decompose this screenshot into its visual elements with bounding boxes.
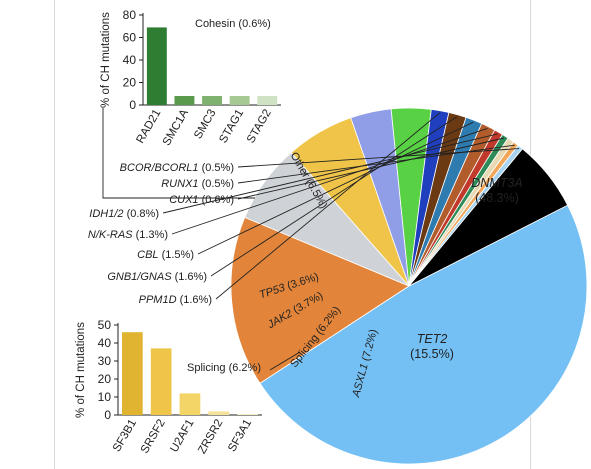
ext-label-gnb1-gnas: GNB1/GNAS (1.6%) <box>107 271 207 283</box>
cohesin-category-label: SMC3 <box>192 108 218 142</box>
ext-label-name: GNB1/GNAS <box>107 271 172 283</box>
pie-label-pct: (15.5%) <box>410 347 454 361</box>
pie-slice-tet2 <box>230 216 410 384</box>
ext-label-pct: (0.5%) <box>202 162 234 174</box>
leader-line-cux1 <box>237 137 505 200</box>
cohesin-y-axis-label: % of CH mutations <box>100 12 112 108</box>
cohesin-category-label: SMC1A <box>161 107 191 148</box>
splicing-y-tick-label: 30 <box>98 354 112 368</box>
pie-label-name: DNMT3A <box>471 176 522 190</box>
pie-external-labels: PPM1D (1.6%)GNB1/GNAS (1.6%)CBL (1.5%)N/… <box>88 112 520 306</box>
splicing-bar <box>237 414 258 415</box>
splicing-title: Splicing (6.2%) <box>187 362 261 374</box>
ext-label-name: CBL <box>137 249 158 261</box>
ext-label-n-k-ras: N/K-RAS (1.3%) <box>88 229 168 241</box>
leader-line-ppm1d <box>215 112 441 300</box>
leader-line-bcor-bcorl1 <box>237 148 520 168</box>
cohesin-bar <box>146 27 167 105</box>
ext-label-name: BCOR/BCORL1 <box>120 162 199 174</box>
splicing-category-label: U2AF1 <box>168 418 196 455</box>
ext-label-pct: (0.5%) <box>202 178 234 190</box>
cohesin-bar <box>229 96 250 105</box>
ext-label-bcor-bcorl1: BCOR/BCORL1 (0.5%) <box>120 162 234 174</box>
cohesin-category-label: STAG1 <box>217 108 246 146</box>
ext-label-cbl: CBL (1.5%) <box>137 249 194 261</box>
cohesin-y-tick-label: 60 <box>123 31 137 45</box>
ext-label-name: PPM1D <box>139 294 177 306</box>
splicing-category-label: SF3B1 <box>111 418 139 454</box>
splicing-bar-chart: 0 10 20 30 40 50 % of CH mutations SF3B1 SRSF2 U2… <box>75 318 262 456</box>
ext-label-ppm1d: PPM1D (1.6%) <box>139 294 212 306</box>
splicing-y-tick-label: 50 <box>98 318 112 332</box>
ext-label-pct: (0.6%) <box>202 194 234 206</box>
ext-label-name: N/K-RAS <box>88 229 133 241</box>
pie-label-tet2: TET2(15.5%) <box>410 332 454 361</box>
cohesin-y-tick-label: 0 <box>129 98 136 112</box>
ext-label-pct: (0.8%) <box>127 208 159 220</box>
ext-label-name: CUX1 <box>169 194 198 206</box>
ext-label-idh1-2: IDH1/2 (0.8%) <box>89 208 159 220</box>
cohesin-leader-line <box>102 108 255 199</box>
leader-line-idh1-2 <box>162 133 498 214</box>
cohesin-bar <box>174 96 195 105</box>
ext-label-name: RUNX1 <box>161 178 198 190</box>
pie-slice-dnmt3a <box>259 204 588 465</box>
pie-chart: DNMT3A(48.3%)TET2(15.5%)ASXL1 (7.2%)Spli… <box>88 107 588 465</box>
ext-label-pct: (1.5%) <box>162 249 194 261</box>
splicing-y-tick-label: 10 <box>98 390 112 404</box>
pie-slice-other <box>408 148 569 287</box>
splicing-y-tick-label: 40 <box>98 336 112 350</box>
pie-label-name: TET2 <box>417 332 448 346</box>
splicing-y-tick-label: 0 <box>104 408 111 422</box>
cohesin-bar <box>202 96 222 105</box>
ext-label-pct: (1.6%) <box>175 271 207 283</box>
ext-label-cux1: CUX1 (0.6%) <box>169 194 234 206</box>
splicing-leader-line <box>269 351 301 371</box>
splicing-category-label: ZRSR2 <box>196 418 225 457</box>
ext-label-pct: (1.3%) <box>136 229 168 241</box>
cohesin-category-label: RAD21 <box>134 108 163 146</box>
ext-label-pct: (1.6%) <box>180 294 212 306</box>
ext-label-runx1: RUNX1 (0.5%) <box>161 178 234 190</box>
splicing-bar <box>150 348 172 415</box>
splicing-category-label: SF3A1 <box>226 418 254 454</box>
splicing-y-tick-label: 20 <box>98 372 112 386</box>
splicing-bar <box>122 332 143 415</box>
cohesin-y-tick-label: 20 <box>123 76 137 90</box>
ext-label-name: IDH1/2 <box>89 208 123 220</box>
cohesin-bar <box>257 96 278 105</box>
leader-line-n-k-ras <box>171 127 488 235</box>
pie-label-dnmt3a: DNMT3A(48.3%) <box>471 176 522 205</box>
splicing-bar <box>179 393 201 415</box>
splicing-category-label: SRSF2 <box>139 418 168 456</box>
cohesin-y-tick-label: 40 <box>123 53 137 67</box>
cohesin-y-tick-label: 80 <box>123 8 137 22</box>
pie-label-pct: (48.3%) <box>475 191 519 205</box>
leader-line-gnb1-gnas <box>210 116 458 277</box>
leader-line-cbl <box>197 121 474 255</box>
cohesin-title: Cohesin (0.6%) <box>195 18 271 30</box>
splicing-bar <box>208 411 230 415</box>
splicing-y-axis-label: % of CH mutations <box>75 322 87 418</box>
cohesin-category-label: STAG2 <box>245 108 274 146</box>
